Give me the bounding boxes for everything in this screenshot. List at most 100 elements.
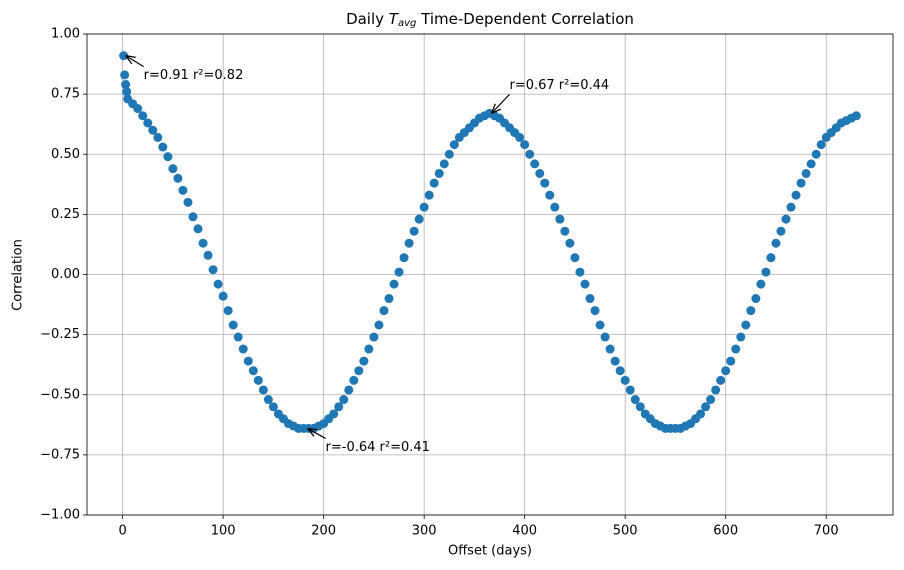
point [540,178,550,188]
x-tick-label: 700 [814,524,839,539]
point [253,375,263,385]
annotation: r=0.67 r²=0.44 [509,78,609,93]
point [525,149,535,159]
point [193,224,203,234]
point [535,168,545,178]
point [615,366,625,376]
x-tick-label: 0 [118,524,126,539]
point [444,149,454,159]
y-axis-label: Correlation [11,239,26,311]
point [429,178,439,188]
y-tick-label: −0.25 [40,327,80,342]
point [238,344,248,354]
point [806,159,816,169]
point [424,190,434,200]
chart-title: Daily Tavg Time-Dependent Correlation [346,10,634,30]
point [138,111,148,121]
annotation-arrow [491,93,510,113]
x-tick-label: 300 [412,524,437,539]
point [610,356,620,366]
point [198,238,208,248]
y-tick-label: 1.00 [51,27,80,42]
point [530,159,540,169]
point [143,118,153,128]
point [389,279,399,289]
point [384,294,394,304]
y-tick-label: −0.50 [40,387,80,402]
point [329,409,339,419]
x-axis-label: Offset (days) [448,544,532,559]
point [213,279,223,289]
y-tick-label: 0.25 [51,207,80,222]
point [781,214,791,224]
point [148,125,158,135]
point [188,212,198,222]
point [374,320,384,330]
point [751,294,761,304]
point [243,356,253,366]
y-tick-label: 0.75 [51,87,80,102]
x-tick-label: 400 [512,524,537,539]
point [339,395,349,405]
point [801,168,811,178]
annotation: r=-0.64 r²=0.41 [326,440,430,455]
point [570,253,580,263]
point [771,238,781,248]
point [121,80,131,90]
point [153,132,163,142]
x-tick-label: 500 [613,524,638,539]
point [268,402,278,412]
point [716,375,726,385]
point [756,279,766,289]
point [736,332,746,342]
point [545,190,555,200]
point [560,226,570,236]
point [354,366,364,376]
point [580,279,590,289]
point [359,356,369,366]
point [706,395,716,405]
point [414,214,424,224]
point [766,253,776,263]
point [168,164,178,174]
point [625,385,635,395]
point [520,140,530,150]
y-tick-label: 0.00 [51,267,80,282]
point [399,253,409,263]
point [811,149,821,159]
point [349,375,359,385]
point [133,104,143,114]
point [796,178,806,188]
point [228,320,238,330]
point [334,402,344,412]
y-tick-label: −1.00 [40,508,80,523]
point [173,173,183,183]
point [439,159,449,169]
point [731,344,741,354]
point [263,395,273,405]
point [711,385,721,395]
point [741,320,751,330]
point [183,197,193,207]
point [409,226,419,236]
point [595,320,605,330]
point [816,140,826,150]
annotation-arrow [126,56,144,68]
point [851,111,861,121]
y-tick-label: 0.50 [51,147,80,162]
point [585,294,595,304]
point [761,267,771,277]
point [248,366,258,376]
point [122,87,132,97]
y-tick-label: −0.75 [40,447,80,462]
point [419,202,429,212]
point [590,306,600,316]
point [620,375,630,385]
point [394,267,404,277]
point [449,140,459,150]
point [791,190,801,200]
point [233,332,243,342]
point [379,306,389,316]
point [746,306,756,316]
